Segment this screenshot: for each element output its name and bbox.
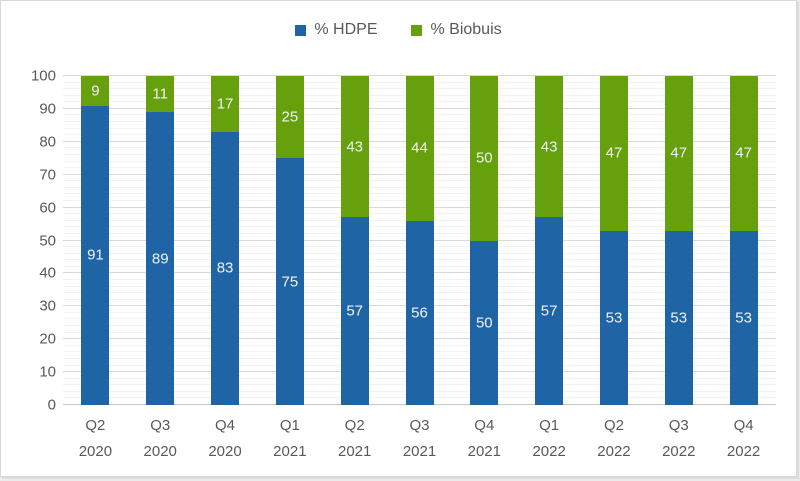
x-axis-tick-label: Q1 2022 (532, 417, 566, 460)
biobuis-legend-swatch-icon (411, 24, 423, 36)
y-axis-tick-label: 80 (39, 133, 56, 151)
bar-segment-biobuis (211, 76, 240, 132)
y-axis-tick-label: 40 (39, 264, 56, 282)
legend-item-biobuis: % Biobuis (411, 21, 502, 39)
bar-segment-hdpe (535, 217, 564, 405)
plot-area: 91 9 89 11 83 17 75 25 57 43 56 44 50 50 57 43 53 47 53 47 5… (63, 75, 776, 405)
x-axis-tick-label: Q4 2022 (726, 417, 761, 460)
bar-segment-biobuis (275, 76, 304, 159)
y-axis-tick-label: 70 (39, 166, 56, 184)
hdpe-legend-label: % HDPE (314, 21, 378, 38)
stacked-bar-q3-2022: 53 47 (664, 76, 693, 405)
data-label-hdpe: 83 (216, 259, 234, 277)
stacked-bar-q3-2020: 89 11 (146, 76, 175, 405)
stacked-bar-q4-2022: 53 47 (729, 76, 758, 405)
data-label-biobuis: 47 (670, 144, 688, 162)
data-label-biobuis: 9 (91, 82, 100, 100)
bar-segment-biobuis (470, 76, 499, 241)
data-label-hdpe: 91 (87, 246, 104, 264)
stacked-bar-q1-2021: 75 25 (275, 76, 304, 405)
data-label-biobuis: 44 (411, 139, 428, 157)
y-axis-tick-label: 0 (47, 396, 56, 414)
stacked-bar-q4-2021: 50 50 (470, 76, 499, 405)
y-axis-tick-label: 10 (39, 363, 56, 381)
bar-segment-hdpe (275, 158, 304, 405)
bar-segment-hdpe (340, 217, 369, 405)
stacked-bar-q4-2020: 83 17 (211, 76, 240, 405)
x-axis-tick-label: Q3 2021 (402, 417, 437, 460)
x-axis-tick-label: Q3 2022 (662, 417, 696, 460)
y-axis-tick-label: 100 (30, 67, 56, 85)
data-label-hdpe: 53 (735, 309, 752, 327)
y-axis-tick-label: 50 (39, 232, 56, 249)
bar-segment-biobuis (599, 76, 628, 231)
bar-segment-biobuis (340, 76, 369, 218)
data-label-biobuis: 43 (346, 138, 364, 156)
x-axis-tick-label: Q2 2021 (337, 417, 372, 460)
y-axis-tick-label: 30 (39, 297, 56, 315)
data-label-hdpe: 56 (411, 304, 428, 322)
x-axis-tick-label: Q2 2020 (78, 417, 113, 460)
major-gridline (63, 75, 776, 76)
data-label-biobuis: 17 (216, 95, 234, 113)
biobuis-legend-label: % Biobuis (430, 21, 502, 38)
y-axis-tick-label: 90 (39, 100, 56, 118)
data-label-biobuis: 50 (475, 149, 493, 167)
data-label-biobuis: 11 (152, 85, 168, 103)
x-axis-tick-label: Q4 2020 (208, 417, 242, 460)
chart-legend: % HDPE % Biobuis (1, 21, 796, 39)
data-label-hdpe: 50 (475, 314, 493, 332)
x-axis-tick-label: Q3 2020 (143, 417, 177, 460)
bar-segment-biobuis (535, 76, 564, 218)
bar-segment-hdpe (405, 220, 434, 405)
data-label-hdpe: 57 (540, 302, 558, 320)
y-axis-tick-label: 60 (39, 199, 56, 217)
bar-segment-hdpe (146, 112, 175, 405)
data-label-biobuis: 43 (540, 138, 558, 156)
bar-segment-hdpe (664, 230, 693, 405)
bar-segment-hdpe (599, 230, 628, 405)
bar-segment-hdpe (211, 131, 240, 405)
stacked-bar-q2-2020: 91 9 (81, 76, 110, 405)
data-label-hdpe: 53 (670, 309, 688, 327)
stacked-bar-q2-2022: 53 47 (599, 76, 628, 405)
data-label-hdpe: 75 (281, 273, 299, 291)
x-axis-tick-label: Q4 2021 (467, 417, 501, 460)
x-axis-tick-label: Q2 2022 (597, 417, 631, 460)
bar-segment-biobuis (664, 76, 693, 231)
hdpe-legend-swatch-icon (295, 24, 307, 36)
bar-segment-biobuis (405, 76, 434, 221)
stacked-bar-q3-2021: 56 44 (405, 76, 434, 405)
bar-segment-hdpe (729, 230, 758, 405)
bar-segment-biobuis (81, 76, 110, 106)
x-axis-tick-label: Q1 2021 (273, 417, 307, 460)
data-label-biobuis: 47 (735, 144, 752, 162)
stacked-bar-q2-2021: 57 43 (340, 76, 369, 405)
bar-segment-biobuis (729, 76, 758, 231)
bar-segment-hdpe (81, 105, 110, 405)
data-label-biobuis: 47 (605, 144, 623, 162)
y-axis-labels: 0 10 20 30 40 50 60 70 80 90 100 (1, 69, 56, 413)
data-label-biobuis: 25 (281, 108, 299, 126)
data-label-hdpe: 57 (346, 302, 364, 320)
y-axis-tick-label: 20 (39, 330, 56, 348)
data-label-hdpe: 89 (151, 250, 169, 268)
stacked-bar-q1-2022: 57 43 (535, 76, 564, 405)
data-label-hdpe: 53 (605, 309, 623, 327)
legend-item-hdpe: % HDPE (295, 21, 377, 39)
bar-segment-biobuis (146, 76, 175, 113)
bar-segment-hdpe (470, 240, 499, 405)
